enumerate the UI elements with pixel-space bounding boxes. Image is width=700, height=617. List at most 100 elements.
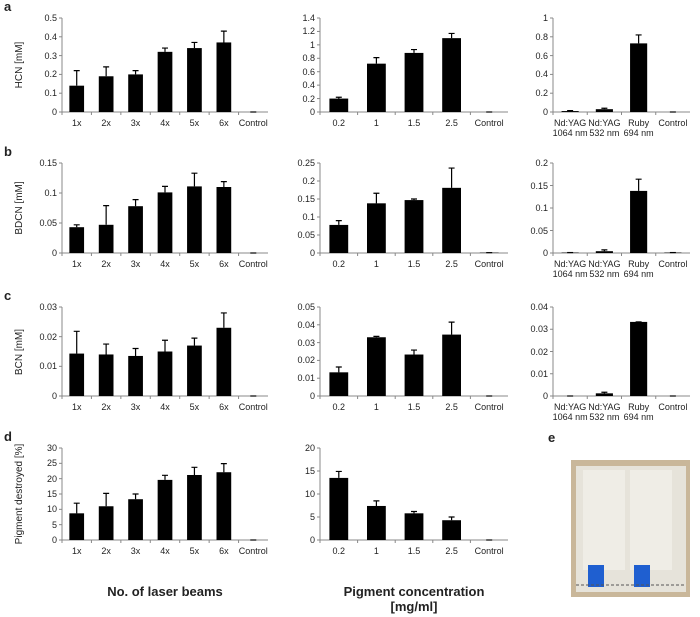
- bar: [442, 38, 461, 113]
- y-tick-label: 0.25: [297, 158, 315, 168]
- x-tick-label: 2x: [101, 259, 111, 269]
- bar: [404, 513, 424, 540]
- error-bar: [220, 463, 227, 473]
- bar: [630, 321, 648, 396]
- y-tick-label: 0.05: [297, 230, 315, 240]
- y-tick-label: 0.4: [44, 31, 57, 42]
- error-bar: [411, 48, 417, 53]
- x-tick-label: 4x: [160, 546, 170, 556]
- x-tick-label: 3x: [130, 402, 141, 412]
- y-tick-label: 0.02: [297, 355, 315, 366]
- bar: [367, 63, 386, 112]
- y-tick-label: 0.2: [302, 176, 315, 186]
- y-tick-label: 0.8: [302, 53, 315, 64]
- bar: [595, 393, 613, 396]
- x-tick-label: Ruby 694 nm: [623, 259, 654, 279]
- error-bar: [191, 337, 198, 346]
- y-tick-label: 0.15: [297, 194, 315, 204]
- error-bar: [601, 107, 608, 110]
- error-bar: [103, 343, 110, 355]
- bar: [187, 474, 202, 540]
- y-axis-label: Pigment destroyed [%]: [14, 443, 25, 545]
- x-tick-label: 1.5: [407, 259, 421, 269]
- y-tick-label: 0.6: [302, 66, 315, 77]
- y-tick-label: 0: [309, 107, 315, 117]
- x-tick-label: 6x: [219, 546, 229, 556]
- panel-letter: e: [548, 430, 556, 445]
- x-axis-label: No. of laser beams: [107, 584, 223, 599]
- x-tick-label: 4x: [160, 402, 170, 412]
- y-tick-label: 0: [542, 391, 548, 401]
- bar: [595, 251, 613, 253]
- x-tick-label: 3x: [130, 118, 141, 128]
- x-tick-label: Control: [238, 118, 268, 128]
- x-tick-label: 2x: [101, 118, 111, 128]
- y-axis-label: HCN [mM]: [14, 41, 25, 89]
- y-tick-label: 1: [309, 39, 315, 50]
- x-tick-label: Nd:YAG 532 nm: [588, 118, 621, 138]
- error-bar: [448, 32, 455, 39]
- y-tick-label: 0.15: [39, 158, 57, 168]
- y-tick-label: 1.2: [302, 26, 315, 37]
- x-tick-label: 1: [373, 118, 379, 128]
- y-tick-label: 15: [304, 466, 315, 476]
- x-tick-label: Nd:YAG 1064 nm: [552, 118, 588, 138]
- y-tick-label: 0.2: [535, 158, 548, 168]
- error-bar: [373, 335, 380, 338]
- bar: [442, 334, 461, 396]
- error-bar: [373, 57, 380, 64]
- panel-letter: b: [4, 144, 12, 159]
- bar: [98, 506, 114, 540]
- x-tick-label: 6x: [219, 118, 229, 128]
- y-tick-label: 0.3: [44, 50, 57, 61]
- bar: [69, 513, 85, 540]
- bar: [329, 224, 349, 253]
- error-bar: [335, 220, 342, 225]
- bar: [69, 85, 85, 112]
- y-tick-label: 0.4: [302, 80, 315, 91]
- bar: [367, 505, 386, 540]
- x-tick-label: Control: [238, 259, 268, 269]
- y-tick-label: 0.6: [535, 50, 548, 61]
- y-tick-label: 1: [542, 13, 548, 23]
- y-tick-label: 0.1: [44, 188, 57, 198]
- x-tick-label: 4x: [160, 259, 170, 269]
- bar: [128, 74, 143, 112]
- error-bar: [448, 167, 455, 188]
- y-tick-label: 0.1: [535, 203, 548, 213]
- y-tick-label: 0.5: [44, 13, 57, 23]
- x-tick-label: 5x: [189, 402, 200, 412]
- x-tick-label: 4x: [160, 118, 170, 128]
- y-tick-label: 0.2: [535, 88, 548, 99]
- y-tick-label: 0.02: [39, 331, 57, 342]
- bar: [595, 109, 613, 112]
- y-tick-label: 0: [51, 391, 57, 401]
- x-tick-label: 1: [373, 402, 379, 412]
- y-tick-label: 5: [309, 512, 315, 522]
- x-tick-label: 3x: [130, 546, 141, 556]
- x-tick-label: 5x: [189, 118, 200, 128]
- bar: [157, 479, 173, 540]
- y-tick-label: 0: [51, 535, 57, 545]
- y-tick-label: 0: [51, 107, 57, 117]
- error-bar: [448, 516, 455, 521]
- y-tick-label: 0: [309, 391, 315, 401]
- y-tick-label: 0: [51, 248, 57, 258]
- vial: [630, 470, 672, 570]
- y-tick-label: 0.15: [530, 180, 548, 191]
- x-tick-label: 2.5: [445, 402, 458, 412]
- error-bar: [162, 185, 168, 193]
- x-tick-label: 0.2: [332, 402, 346, 412]
- x-tick-label: Nd:YAG 1064 nm: [552, 259, 588, 279]
- panel-letter: a: [4, 0, 12, 14]
- x-tick-label: 2.5: [445, 259, 458, 269]
- y-tick-label: 0.04: [297, 319, 315, 330]
- error-bar: [162, 474, 168, 480]
- error-bar: [335, 96, 342, 99]
- bar: [442, 520, 461, 540]
- error-bar: [103, 66, 110, 77]
- y-tick-label: 10: [304, 489, 315, 499]
- y-tick-label: 0.04: [530, 302, 548, 312]
- x-tick-label: 1.5: [407, 546, 421, 556]
